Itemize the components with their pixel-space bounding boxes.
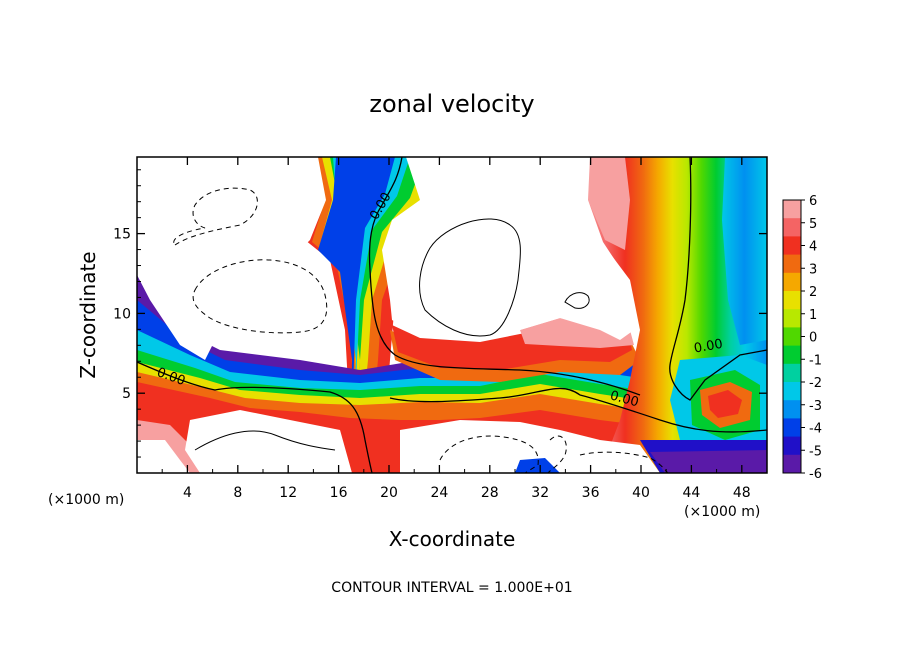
colorbar-swatch [783, 236, 801, 256]
x-tick-label: 24 [430, 485, 448, 501]
y-tick-label: 15 [113, 227, 131, 243]
colorbar-label: -3 [809, 399, 822, 414]
colorbar-label: -6 [809, 467, 822, 482]
dashed-contour-left [192, 259, 328, 334]
x-axis-ticks: 4 8 12 16 20 24 28 32 36 40 44 48 [161, 157, 751, 501]
contour-label: 0.00 [608, 388, 640, 410]
colorbar-label: 2 [809, 285, 817, 300]
x-unit-label-right: (×1000 m) [684, 504, 760, 520]
colorbar-label: 0 [809, 331, 817, 346]
y-axis-ticks: 5 10 15 [113, 169, 767, 458]
colorbar-swatch [783, 436, 801, 456]
x-axis-title: X-coordinate [389, 527, 516, 551]
colorbar-swatch [783, 309, 801, 328]
zero-contour-lower [137, 361, 373, 473]
colorbar-swatch [783, 400, 801, 419]
plot-area: 0.000.000.000.00 [137, 157, 767, 473]
plot-frame [136, 156, 768, 474]
vertical-shear-band [300, 157, 470, 473]
colorbar-swatch [783, 418, 801, 438]
colorbar-label: -5 [809, 444, 822, 459]
colorbar-swatch [783, 363, 801, 383]
x-tick-label: 40 [632, 485, 650, 501]
colorbar-swatch [783, 291, 801, 310]
zero-contour-middle [389, 387, 767, 433]
contour-lines [137, 157, 767, 473]
dashed-contour-upper-left [173, 187, 258, 246]
y-axis-title: Z-coordinate [76, 251, 100, 378]
x-tick-label: 12 [279, 485, 297, 501]
x-tick-label: 36 [582, 485, 600, 501]
colorbar-swatch [783, 327, 801, 347]
colorbar-label: 5 [809, 217, 817, 232]
zero-contour-right [669, 157, 767, 401]
colorbar-swatch [783, 200, 801, 219]
contour-interval-note: CONTOUR INTERVAL = 1.000E+01 [331, 580, 572, 596]
x-tick-label: 16 [330, 485, 348, 501]
upper-red-band [390, 318, 640, 382]
x-tick-label: 44 [682, 485, 700, 501]
x-tick-label: 4 [183, 485, 192, 501]
colorbar-swatch [783, 218, 801, 237]
colorbar-label: 3 [809, 262, 817, 277]
dashed-contour-bottom-far-right [579, 451, 669, 473]
closed-contour-positive [419, 218, 521, 337]
colorbar-swatch [783, 454, 801, 474]
colorbar: 6 5 4 3 2 1 0 -1 -2 -3 -4 -5 -6 [782, 194, 822, 482]
x-tick-label: 8 [233, 485, 242, 501]
negative-contours [173, 187, 669, 473]
closed-contour-small [564, 292, 590, 309]
colorbar-swatch [783, 254, 801, 274]
unshaded-regions [137, 157, 660, 473]
x-unit-label-left: (×1000 m) [48, 492, 124, 508]
colorbar-swatch [783, 345, 801, 365]
chart-title: zonal velocity [369, 90, 534, 118]
closed-contour-bottom [194, 430, 336, 451]
zero-contour-upper [368, 157, 641, 396]
y-tick-label: 5 [122, 386, 131, 402]
dashed-contour-bottom-middle [439, 435, 539, 473]
colorbar-swatch [783, 272, 801, 292]
x-tick-label: 48 [733, 485, 751, 501]
dashed-contour-bottom-right [547, 435, 567, 473]
x-tick-label: 20 [380, 485, 398, 501]
colorbar-label: 4 [809, 240, 817, 255]
colorbar-label: 1 [809, 308, 817, 323]
x-tick-label: 28 [481, 485, 499, 501]
lower-right-pocket [640, 355, 767, 473]
x-tick-label: 32 [531, 485, 549, 501]
contour-label: 0.00 [693, 337, 724, 357]
colorbar-swatch [783, 382, 801, 401]
colorbar-label: -1 [809, 353, 822, 368]
colorbar-label: -2 [809, 376, 822, 391]
colorbar-label: 6 [809, 194, 817, 209]
y-tick-label: 10 [113, 306, 131, 322]
colorbar-label: -4 [809, 422, 822, 437]
